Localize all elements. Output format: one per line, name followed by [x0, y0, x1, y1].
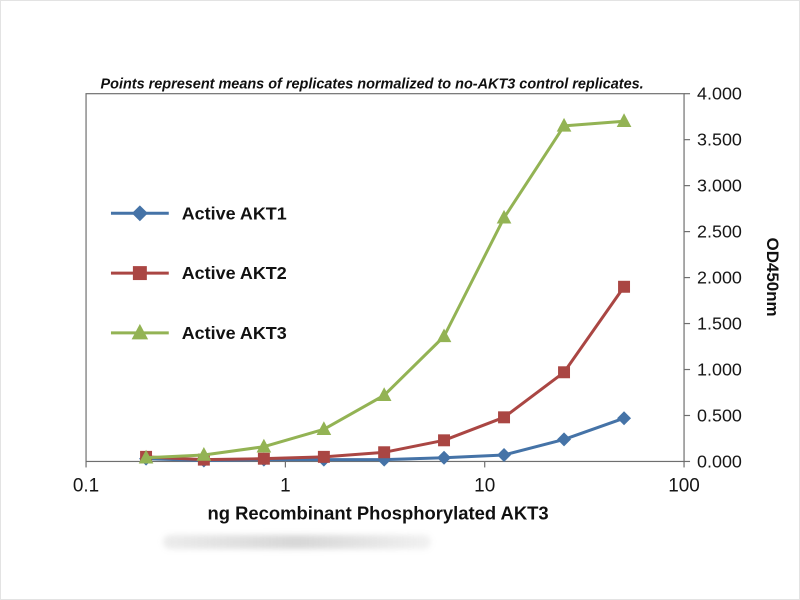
data-point-active-akt3 — [138, 449, 154, 464]
data-point-active-akt2 — [317, 450, 330, 463]
legend-label: Active AKT1 — [182, 203, 287, 223]
data-point-active-akt2 — [257, 452, 270, 465]
y-axis-tick-label: 3.500 — [697, 130, 742, 150]
data-point-active-akt3 — [616, 113, 632, 128]
legend-label: Active AKT2 — [182, 263, 287, 283]
data-point-active-akt3 — [376, 387, 392, 402]
legend-item-active-akt3: Active AKT3 — [110, 323, 287, 343]
data-point-active-akt1 — [437, 450, 452, 465]
data-point-active-akt1 — [497, 448, 512, 463]
data-point-active-akt2 — [558, 366, 571, 379]
y-axis-tick-label: 4.000 — [697, 84, 742, 104]
legend-marker-diamond — [131, 205, 148, 222]
x-axis-title: ng Recombinant Phosphorylated AKT3 — [207, 502, 548, 523]
legend-item-active-akt1: Active AKT1 — [110, 203, 287, 223]
plot-area-border — [85, 93, 685, 463]
data-point-active-akt3 — [196, 447, 212, 461]
y-axis-tick-label: 0.500 — [697, 405, 742, 425]
data-point-active-akt2 — [378, 446, 391, 459]
y-axis-tick-label: 0.000 — [697, 451, 742, 471]
data-point-active-akt3 — [256, 438, 272, 453]
data-point-active-akt3 — [496, 209, 512, 224]
x-axis-tick-label: 0.1 — [73, 475, 99, 496]
y-axis-tick-label: 3.000 — [697, 176, 742, 196]
data-point-active-akt2 — [438, 434, 451, 447]
legend-label: Active AKT3 — [182, 323, 287, 343]
series-line-active-akt2 — [144, 285, 626, 462]
y-axis-tick-label: 1.000 — [697, 359, 742, 379]
data-point-active-akt1 — [617, 411, 632, 426]
data-point-active-akt3 — [436, 328, 452, 343]
data-point-active-akt1 — [557, 432, 572, 447]
y-axis-title: OD450nm — [763, 238, 782, 317]
data-point-active-akt3 — [556, 117, 572, 132]
chart-generated-layer: 0.1 1 10 100 0.000 0.500 1.000 1.500 2.000 2.500 3… — [73, 84, 742, 497]
y-axis-tick-label: 1.500 — [697, 314, 742, 334]
data-point-active-akt3 — [316, 421, 332, 436]
x-axis-tick-label: 100 — [668, 475, 700, 496]
data-point-active-akt2 — [498, 411, 511, 424]
legend-marker-square — [132, 266, 147, 281]
x-axis-tick-label: 1 — [280, 475, 291, 496]
legend-item-active-akt2: Active AKT2 — [110, 263, 287, 283]
x-axis-tick-label: 10 — [474, 475, 495, 496]
chart-annotation: Points represent means of replicates nor… — [101, 77, 644, 93]
series-line-active-akt3 — [144, 119, 626, 460]
y-axis-tick-label: 2.500 — [697, 222, 742, 242]
data-point-active-akt2 — [618, 280, 631, 293]
y-axis-tick-label: 2.000 — [697, 268, 742, 288]
legend-marker-triangle — [131, 323, 149, 340]
cropped-watermark-smudge — [163, 535, 431, 549]
